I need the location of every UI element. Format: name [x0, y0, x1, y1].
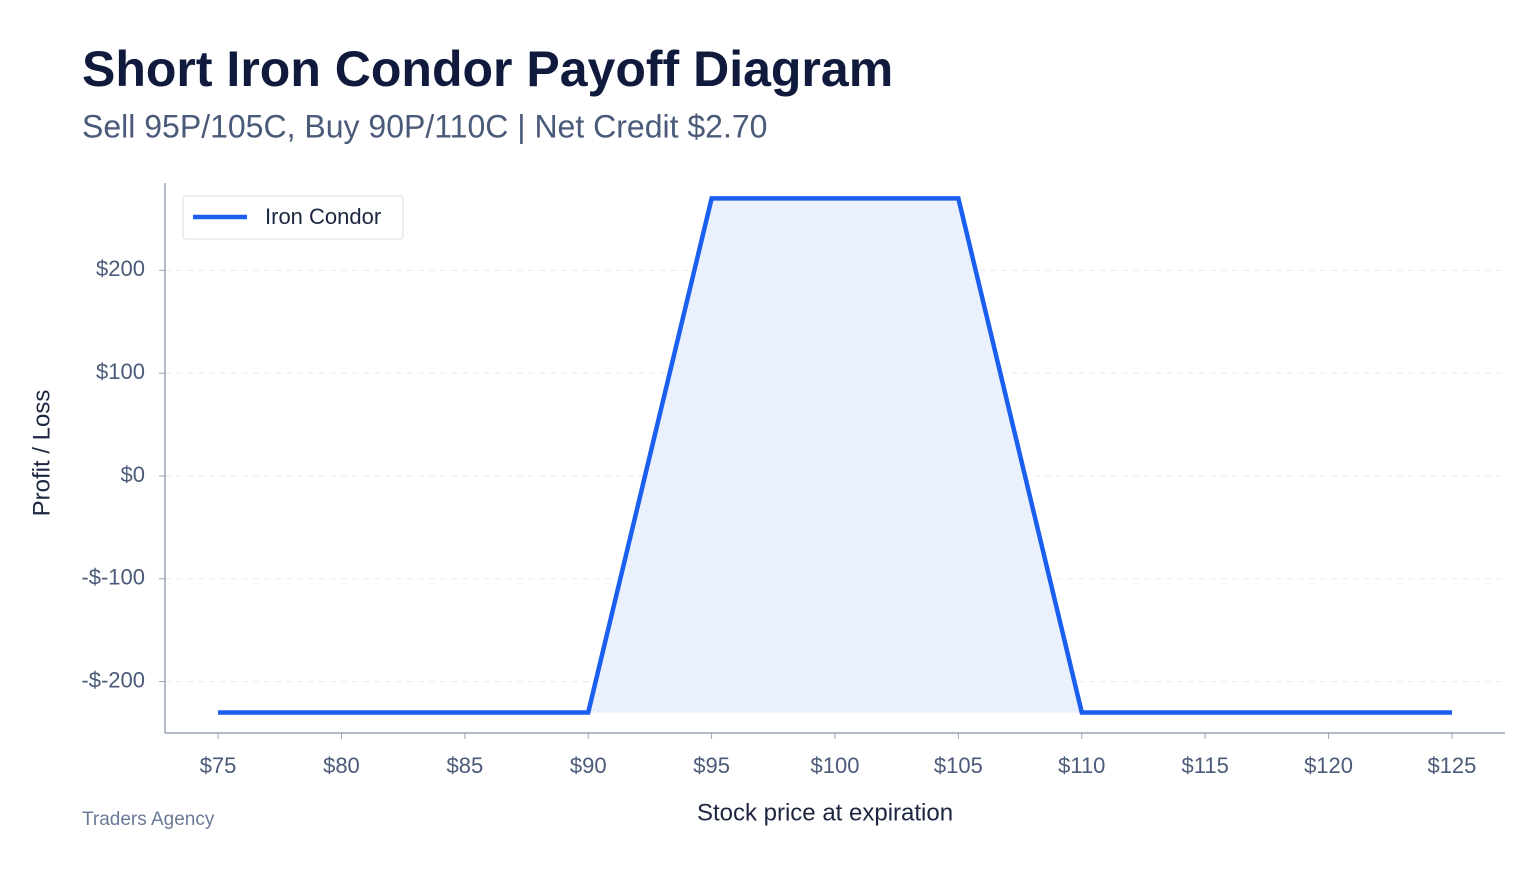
- source-note: Traders Agency: [82, 809, 215, 830]
- area-fill: [218, 198, 1452, 713]
- x-tick-label: $105: [934, 753, 983, 778]
- x-tick-label: $115: [1182, 753, 1229, 778]
- payoff-line: [218, 196, 1452, 715]
- x-axis-label: Stock price at expiration: [697, 799, 953, 826]
- x-tick-label: $120: [1304, 753, 1353, 778]
- x-tick-label: $100: [811, 753, 860, 778]
- y-axis-label: Profit / Loss: [28, 390, 55, 517]
- x-tick-label: $90: [570, 753, 607, 778]
- y-tick-label: $100: [96, 359, 145, 384]
- x-tick-label: $110: [1058, 753, 1105, 778]
- chart-subtitle: Sell 95P/105C, Buy 90P/110C | Net Credit…: [82, 108, 767, 144]
- chart-title: Short Iron Condor Payoff Diagram: [82, 41, 893, 97]
- y-tick-label: -$-100: [81, 565, 145, 590]
- x-tick-label: $85: [446, 753, 483, 778]
- y-tick-label: -$-200: [81, 667, 145, 692]
- legend-label: Iron Condor: [265, 204, 381, 229]
- legend-box: [182, 195, 404, 240]
- x-tick-label: $80: [323, 753, 360, 778]
- y-tick-label: $0: [121, 462, 145, 487]
- x-tick-label: $75: [200, 753, 237, 778]
- x-tick-label: $95: [693, 753, 730, 778]
- x-tick-label: $125: [1427, 753, 1476, 778]
- y-tick-label: $200: [96, 256, 145, 281]
